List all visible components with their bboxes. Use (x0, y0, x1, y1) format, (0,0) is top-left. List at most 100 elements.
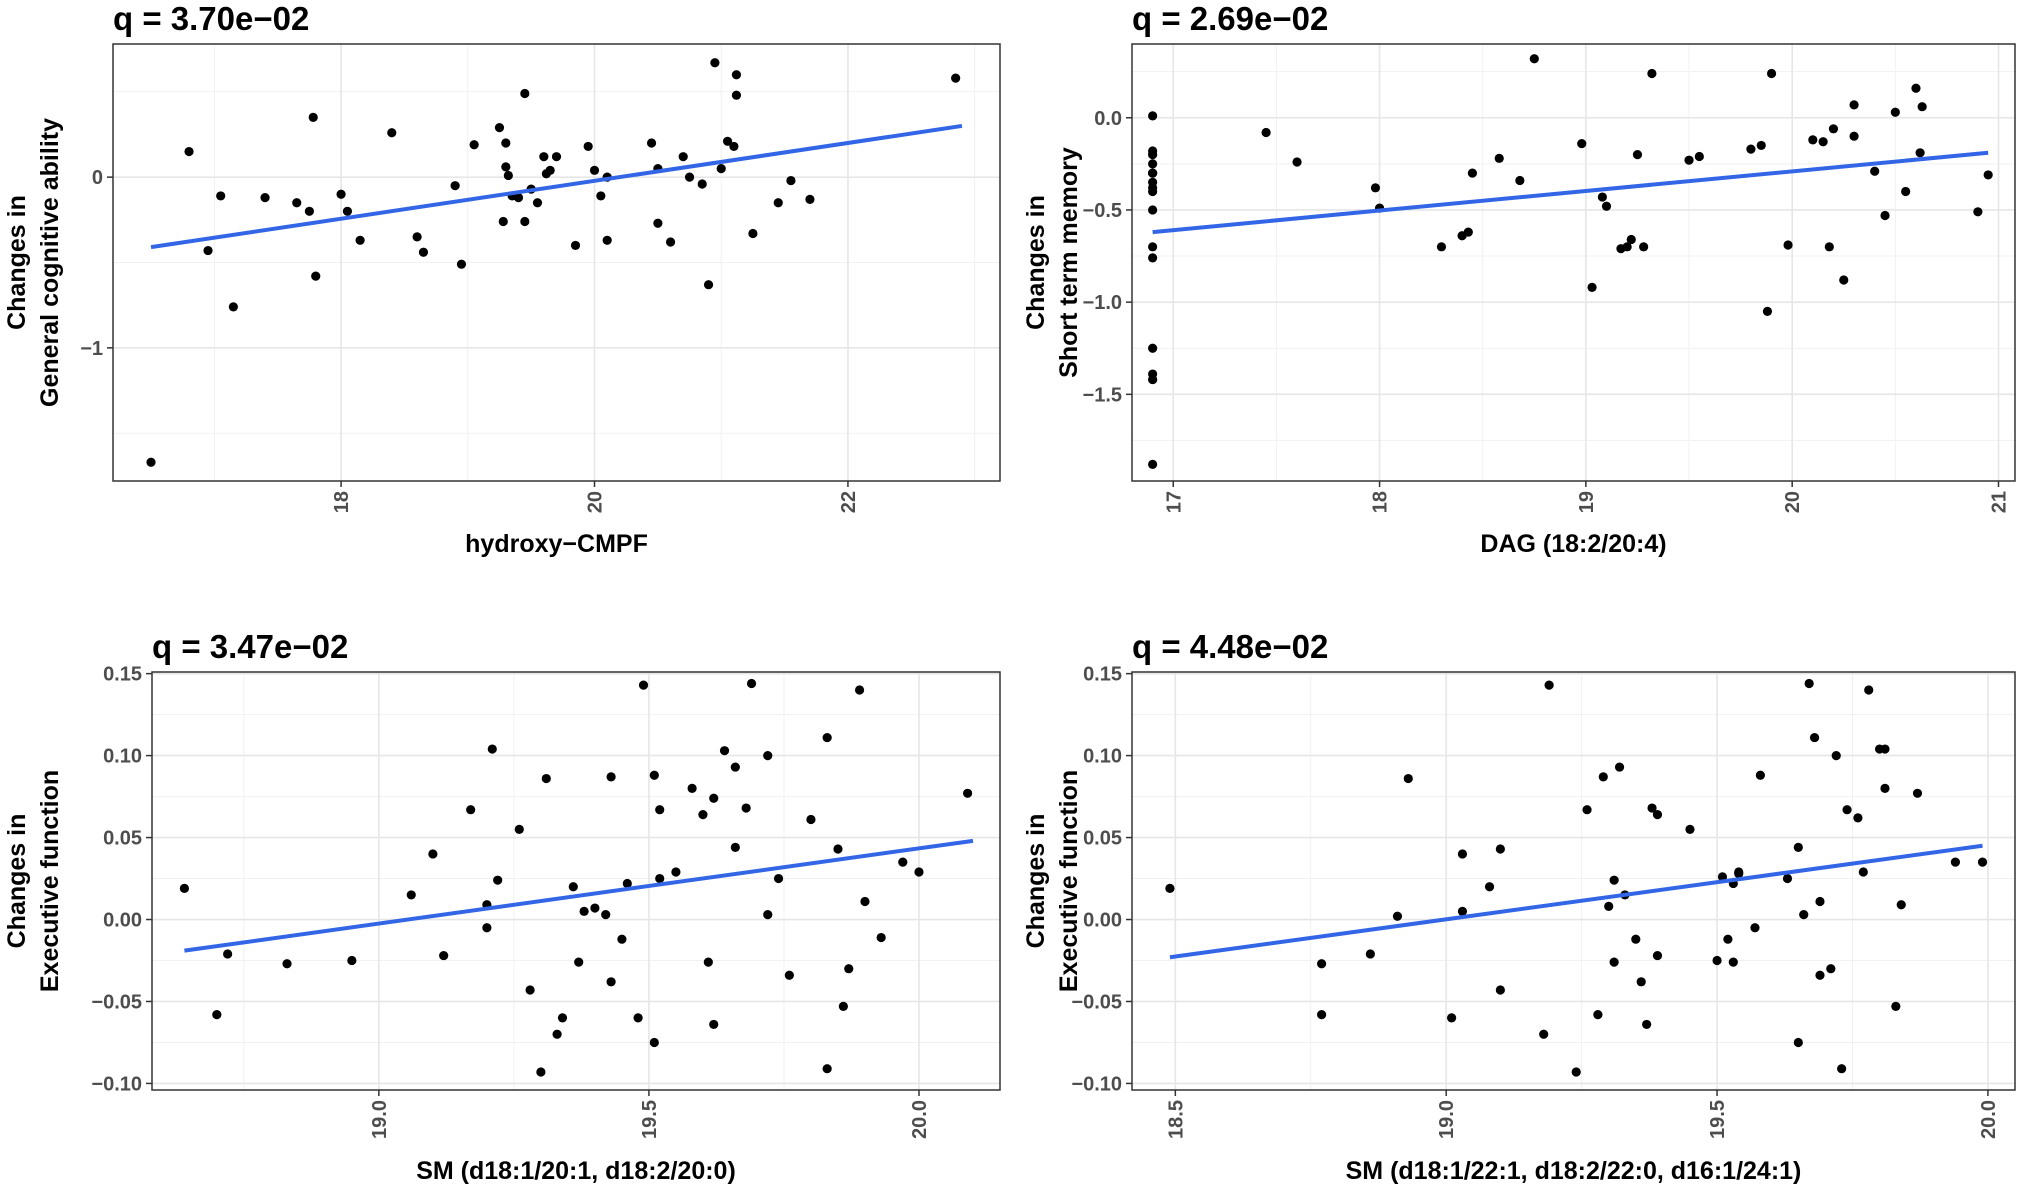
data-point (1148, 242, 1158, 252)
data-point (1685, 824, 1695, 834)
data-point (1652, 950, 1663, 961)
data-point (418, 247, 429, 257)
plot-frame (112, 43, 1001, 482)
data-point (729, 141, 739, 152)
y-tick-label: −0.10 (91, 1073, 142, 1095)
y-axis-label-line1: Changes in (3, 195, 31, 330)
data-point (260, 193, 270, 203)
data-point (1577, 138, 1587, 149)
data-point (1712, 955, 1722, 966)
data-point (1912, 788, 1923, 798)
data-point (1148, 111, 1158, 121)
data-point (1782, 873, 1793, 884)
data-point (649, 1037, 659, 1048)
data-point (1609, 875, 1619, 885)
data-point (844, 964, 854, 974)
data-point (1571, 1067, 1581, 1077)
data-point (1495, 985, 1505, 995)
data-point (583, 141, 593, 152)
data-point (655, 873, 665, 884)
data-point (655, 805, 665, 815)
data-point (1647, 68, 1657, 79)
data-point (665, 237, 676, 247)
data-point (1529, 54, 1539, 64)
data-point (514, 824, 524, 834)
data-point (1597, 192, 1607, 202)
data-point (596, 191, 606, 201)
data-point (1864, 685, 1874, 695)
data-point (1544, 680, 1554, 690)
data-point (763, 751, 773, 761)
data-point (838, 1001, 848, 1012)
x-tick-label: 19.0 (369, 1100, 391, 1139)
data-point (1694, 151, 1704, 162)
data-point (1858, 867, 1868, 877)
data-point (1604, 901, 1614, 912)
data-point (1808, 135, 1818, 145)
data-point (1917, 102, 1927, 112)
x-tick-label: 19.5 (1707, 1100, 1729, 1139)
x-axis-label: SM (d18:1/20:1, d18:2/20:0) (416, 1157, 736, 1185)
data-point (1734, 867, 1744, 877)
data-point (741, 803, 751, 813)
data-point (1793, 842, 1803, 852)
y-axis-label-line2: General cognitive ability (36, 118, 64, 407)
data-point (601, 910, 611, 920)
data-point (1614, 762, 1625, 772)
x-tick-label: 18 (331, 491, 353, 513)
data-point (731, 90, 742, 100)
data-point (450, 181, 460, 191)
data-point (1495, 844, 1505, 854)
data-point (805, 194, 815, 204)
data-point (494, 123, 505, 133)
panel-1: q = 3.70e−02 18 20 22 −1 0 hydroxy−CMPF Changes… (3, 0, 1001, 558)
data-point (203, 245, 213, 256)
data-point (1828, 124, 1839, 134)
y-tick-label: 0.05 (1083, 828, 1122, 850)
data-point (1804, 678, 1814, 689)
data-point (709, 1019, 719, 1030)
data-point (1793, 1037, 1803, 1048)
data-point (602, 235, 612, 245)
regression-line (1169, 843, 1983, 960)
data-point (503, 170, 513, 181)
data-point (1317, 959, 1327, 969)
data-point (606, 772, 616, 782)
data-point (501, 138, 511, 148)
data-point (536, 1067, 546, 1077)
x-axis-label: SM (d18:1/22:1, d18:2/22:0, d16:1/24:1) (1346, 1157, 1802, 1185)
data-point (1494, 153, 1504, 163)
data-point (698, 810, 708, 820)
data-point (1891, 1001, 1901, 1012)
data-point (951, 73, 961, 83)
data-point (1632, 150, 1643, 160)
data-point (730, 842, 740, 852)
data-point (498, 216, 508, 227)
data-point (1601, 201, 1612, 211)
x-axis-label: hydroxy−CMPF (465, 530, 648, 558)
data-point (579, 906, 589, 916)
y-tick-label: 0.00 (1083, 910, 1122, 932)
data-point (1148, 253, 1158, 263)
data-point (1582, 805, 1592, 815)
data-point (1515, 175, 1525, 186)
data-point (1148, 159, 1158, 169)
data-point (773, 873, 784, 884)
y-axis-label-line1: Changes in (3, 814, 31, 949)
data-point (633, 1013, 643, 1023)
x-tick-label: 20.0 (1978, 1100, 2000, 1139)
data-point (773, 198, 783, 208)
data-point (1148, 150, 1158, 160)
data-point (1639, 242, 1649, 252)
data-point (638, 680, 649, 690)
data-point (1148, 186, 1158, 197)
data-point (539, 152, 549, 162)
data-point (822, 1064, 832, 1074)
data-point (1370, 183, 1381, 193)
y-axis-label-line2: Executive function (36, 770, 64, 992)
data-point (710, 58, 720, 68)
data-point (308, 112, 318, 123)
data-point (1598, 772, 1608, 782)
data-point (730, 762, 740, 772)
